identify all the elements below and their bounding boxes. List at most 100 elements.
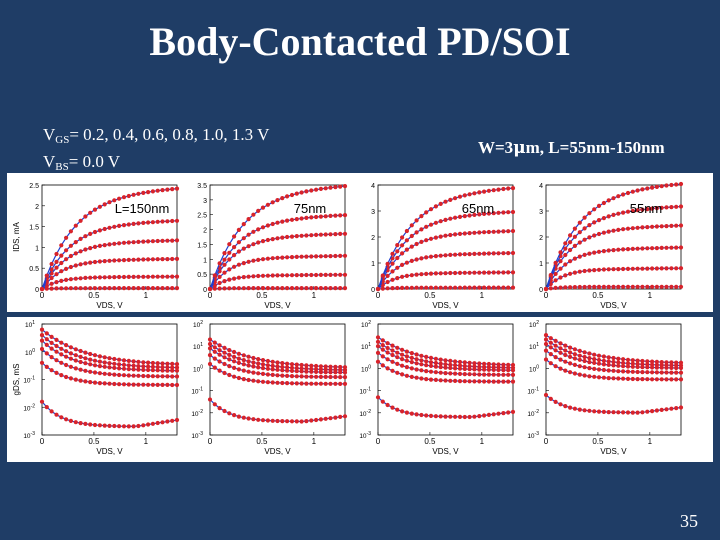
measured-point [568,350,573,355]
y-tick-exponent: -1 [31,376,36,382]
y-tick-label: 1 [203,257,207,264]
x-tick-label: 1 [144,437,149,446]
measured-point [467,252,472,257]
measured-point [404,373,409,378]
measured-point [92,275,98,280]
measured-point [227,357,232,362]
measured-point [414,361,419,366]
measured-point [510,409,516,414]
measured-point [592,268,597,273]
measured-point [294,366,299,371]
measured-point [232,374,237,379]
measured-point [630,410,635,415]
measured-point [251,258,256,263]
measured-point [385,286,390,291]
y-tick-label: 0 [35,287,39,294]
measured-point [409,374,414,379]
measured-point [496,372,501,377]
measured-point [155,361,160,366]
measured-point [170,418,175,423]
measured-point [409,355,414,360]
measured-point [625,190,631,196]
measured-point [131,257,136,262]
measured-point [448,362,453,367]
measured-point [217,261,222,266]
measured-point [568,247,573,253]
measured-point [448,197,453,202]
y-tick-label: 100 [25,348,35,357]
measured-point [117,241,122,246]
measured-point [136,257,141,262]
measured-point [462,270,467,275]
measured-point [265,366,270,371]
measured-point [419,412,424,418]
measured-point [438,201,443,206]
measured-point [150,257,155,262]
measured-point [501,270,506,275]
measured-point [501,372,506,377]
measured-point [299,374,304,379]
measured-point [323,381,328,386]
measured-point [236,275,241,280]
measured-point [496,270,501,275]
measured-point [170,374,175,379]
measured-point [424,359,429,364]
measured-point [121,373,127,378]
measured-point [323,254,328,259]
measured-point [650,246,655,251]
measured-point [318,186,323,191]
measured-point [601,284,607,289]
measured-point [448,414,453,419]
measured-point [141,382,146,387]
measured-point [659,224,664,229]
measured-point [486,251,491,256]
measured-point [260,239,266,244]
measured-point [39,286,45,292]
measured-point [592,233,597,238]
y-tick-label: 3 [539,209,543,216]
measured-point [428,222,434,227]
measured-point [126,286,131,291]
measured-point [674,266,679,271]
measured-point [54,343,59,349]
device-dimensions: W=3μm, L=55nm-150nm [478,138,665,158]
measured-point [112,224,117,229]
measured-point [280,419,285,424]
measured-point [136,364,141,369]
y-tick-label: 10-1 [191,387,203,396]
measured-point [126,193,131,199]
measured-point [592,352,597,357]
measured-point [68,253,73,259]
measured-point [457,214,463,219]
measured-point [482,372,487,377]
y-axis-label: IDS, mA [12,221,21,251]
measured-point [174,382,180,388]
x-tick-label: 1 [480,291,485,300]
y-tick-label: 102 [529,320,539,329]
measured-point [395,285,400,291]
measured-point [482,364,487,370]
measured-point [510,186,516,191]
measured-point [419,358,424,363]
measured-point [400,357,405,362]
measured-point [146,382,151,387]
measured-point [625,266,631,271]
measured-point [510,270,516,275]
measured-point [246,369,251,374]
y-tick-exponent: 2 [200,320,203,326]
measured-point [577,357,582,362]
measured-point [222,279,227,284]
measured-point [318,417,323,422]
measured-point [640,284,645,289]
measured-point [409,223,414,228]
measured-point [385,345,390,351]
y-tick-exponent: 0 [200,364,203,370]
measured-point [275,367,280,372]
measured-point [635,225,640,230]
measured-point [467,360,472,365]
measured-point [472,191,477,196]
x-axis-label: VDS, V [96,301,123,310]
measured-point [342,213,348,218]
measured-point [64,257,69,262]
measured-point [482,211,487,216]
